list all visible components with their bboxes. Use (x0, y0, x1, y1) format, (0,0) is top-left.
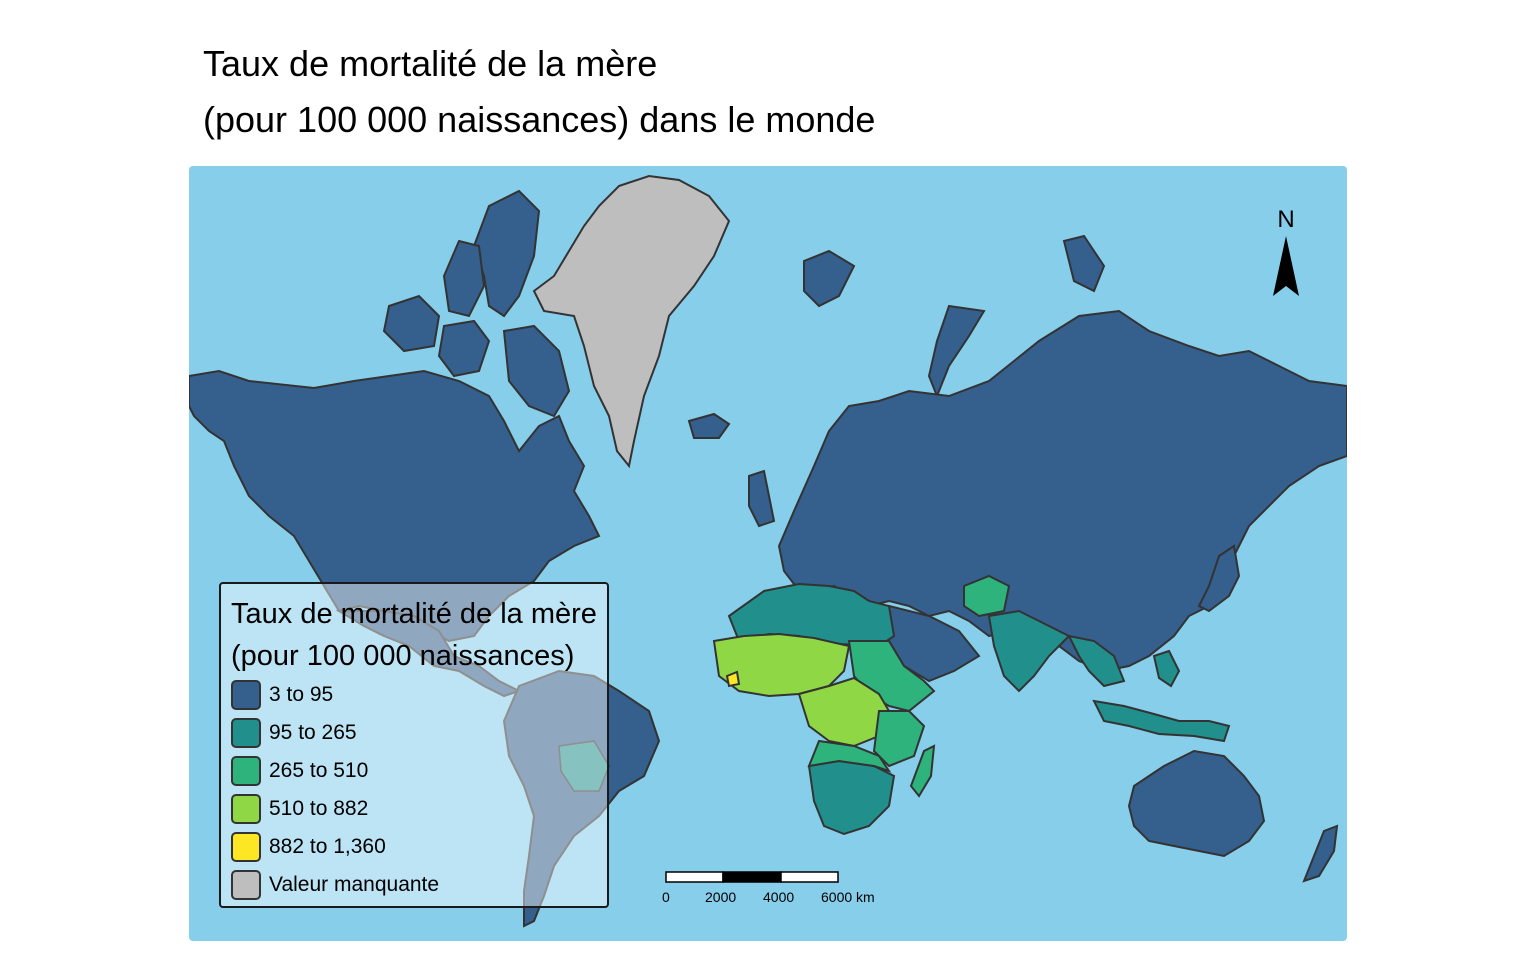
country-australia (1127, 749, 1266, 858)
legend-item: 882 to 1,360 (231, 832, 591, 864)
country-japan (1197, 544, 1241, 613)
country-franz-josef (1062, 234, 1106, 293)
legend-item: 265 to 510 (231, 756, 591, 788)
country-mid-south-africa (807, 739, 892, 773)
world-map (189, 174, 1347, 928)
scale-label-4000: 4000 (763, 889, 795, 905)
legend-title-line2: (pour 100 000 naissances) (231, 640, 575, 672)
legend-label: 3 to 95 (269, 683, 334, 706)
north-label: N (1277, 206, 1295, 233)
legend-item: 3 to 95 (231, 680, 591, 712)
country-mexico-central-america (335, 610, 522, 698)
legend-swatch (231, 756, 261, 786)
country-svalbard (803, 249, 856, 308)
legend-swatch (231, 718, 261, 748)
country-madagascar (909, 744, 936, 798)
legend-label: 265 to 510 (269, 759, 369, 782)
country-afghanistan (963, 574, 1011, 618)
scale-bar-graphic (665, 871, 839, 883)
legend-item: 510 to 882 (231, 794, 591, 826)
legend-item: 95 to 265 (231, 718, 591, 750)
legend-label: Valeur manquante (269, 873, 440, 896)
country-south-america-highlight (558, 740, 610, 792)
country-greenland (532, 174, 731, 469)
country-iceland (687, 412, 731, 439)
country-india (987, 609, 1071, 693)
legend-swatch (231, 794, 261, 824)
legend-label: 95 to 265 (269, 721, 357, 744)
country-indonesia (1092, 699, 1231, 743)
legend-swatch (231, 680, 261, 710)
country-west-africa (712, 632, 851, 698)
country-canada-arctic-4 (437, 319, 491, 378)
map-title-line2: (pour 100 000 naissances) dans le monde (203, 99, 876, 140)
scale-label-0: 0 (662, 889, 670, 905)
map-panel: Taux de mortalité de la mère (pour 100 0… (189, 166, 1347, 941)
country-canada-arctic-2 (442, 239, 486, 318)
north-arrow-icon (1273, 236, 1299, 296)
country-philippines (1152, 649, 1181, 688)
legend-label: 510 to 882 (269, 797, 369, 820)
legend-item: Valeur manquante (231, 870, 591, 902)
country-novaya-zemlya (927, 304, 986, 399)
country-uk (748, 469, 776, 528)
legend-swatch (231, 832, 261, 862)
scale-label-6000: 6000 km (821, 889, 875, 905)
country-canada-arctic (472, 189, 541, 318)
map-title-line1: Taux de mortalité de la mère (203, 43, 658, 84)
country-sierra-leone (725, 670, 741, 688)
legend-label: 882 to 1,360 (269, 835, 386, 858)
legend-swatch (231, 870, 261, 900)
country-canada-baffin (502, 324, 571, 418)
scale-label-2000: 2000 (705, 889, 737, 905)
country-east-africa (872, 710, 926, 768)
country-south-america (502, 669, 661, 928)
north-arrow: N (1271, 208, 1301, 298)
legend-title-line1: Taux de mortalité de la mère (231, 598, 597, 630)
country-canada-arctic-3 (382, 294, 441, 353)
country-new-zealand (1302, 824, 1339, 883)
country-southern-africa (807, 759, 896, 836)
legend: Taux de mortalité de la mère (pour 100 0… (219, 582, 609, 908)
scale-bar: 0 2000 4000 6000 km (662, 870, 905, 910)
country-southeast-asia (1067, 634, 1126, 688)
country-north-america (189, 369, 601, 643)
